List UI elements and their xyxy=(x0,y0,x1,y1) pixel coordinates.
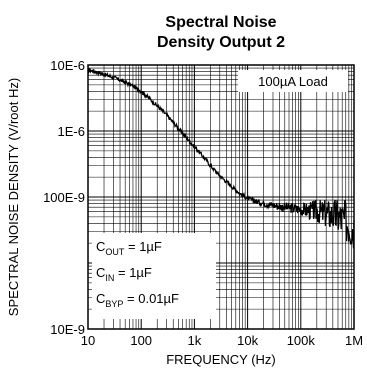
condition-label: CIN = 1µF xyxy=(96,265,152,283)
x-tick-label: 1k xyxy=(188,333,202,348)
tick-labels: 10 100 1k 10k 100k 1M 10E-9 100E-9 1E-6 10E-6 xyxy=(43,58,363,348)
y-tick-label: 10E-9 xyxy=(50,322,85,337)
y-tick-label: 100E-9 xyxy=(43,190,85,205)
noise-density-trace xyxy=(87,67,355,249)
annotations: 100µA Load COUT = 1µF CIN = 1µF CBYP = 0.01… xyxy=(92,70,348,319)
x-tick-label: 100k xyxy=(287,333,316,348)
x-tick-label: 10k xyxy=(237,333,258,348)
x-tick-label: 10 xyxy=(81,333,95,348)
series-layer xyxy=(87,67,355,249)
x-tick-label: 100 xyxy=(130,333,152,348)
load-label: 100µA Load xyxy=(258,74,328,89)
chart-title-line-1: Spectral Noise xyxy=(165,14,276,31)
condition-label: CBYP = 0.01µF xyxy=(96,291,179,309)
x-axis-title: FREQUENCY (Hz) xyxy=(166,352,276,367)
x-tick-label: 1M xyxy=(345,333,363,348)
conditions-box xyxy=(92,233,216,319)
y-axis-title: SPECTRAL NOISE DENSITY (V/root Hz) xyxy=(6,78,21,316)
y-tick-label: 1E-6 xyxy=(58,124,85,139)
plot-frame xyxy=(87,64,355,330)
condition-label: COUT = 1µF xyxy=(96,239,162,257)
chart-title-line-2: Density Output 2 xyxy=(157,34,285,51)
y-tick-label: 10E-6 xyxy=(50,58,85,73)
load-label-box xyxy=(238,70,348,92)
